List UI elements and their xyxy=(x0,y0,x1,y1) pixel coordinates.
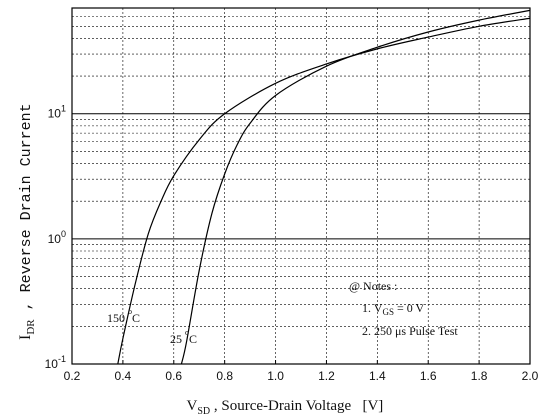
notes-box: @ Notes : 1. VGS = 0 V 2. 250 μs Pulse T… xyxy=(349,279,458,338)
series-label-150c-degree: o xyxy=(128,307,132,316)
x-axis-label-sub: SD xyxy=(197,406,210,417)
x-tick-label: 0.2 xyxy=(64,369,81,383)
y-tick-base: 10 xyxy=(45,357,59,371)
x-tick-label: 1.0 xyxy=(267,369,284,383)
x-tick-label: 0.8 xyxy=(216,369,233,383)
x-tick-label: 1.2 xyxy=(318,369,335,383)
notes-line-1-prefix: 1. V xyxy=(362,301,383,315)
curves xyxy=(117,9,531,365)
x-tick-label: 1.6 xyxy=(420,369,437,383)
series-line-150c xyxy=(117,17,531,365)
series-label-25c-unit: C xyxy=(189,332,197,346)
y-tick-exponent: -1 xyxy=(58,354,66,364)
series-line-25c xyxy=(180,9,531,365)
series-label-25c: 25 oC xyxy=(170,328,197,346)
notes-line-2: 2. 250 μs Pulse Test xyxy=(362,324,458,338)
series-label-150c: 150 oC xyxy=(107,307,140,325)
x-tick-label: 0.6 xyxy=(165,369,182,383)
x-tick-label: 1.8 xyxy=(471,369,488,383)
series-label-150c-value: 150 xyxy=(107,311,125,325)
y-tick-exponent: 0 xyxy=(61,229,66,239)
plot-frame xyxy=(71,7,531,365)
y-tick-label: 101 xyxy=(48,104,66,121)
x-tick-label: 0.4 xyxy=(115,369,132,383)
x-tick-label: 1.4 xyxy=(369,369,386,383)
y-axis-label: IDR , Reverse Drain Current xyxy=(17,103,37,340)
y-axis-label-rest: , Reverse Drain Current xyxy=(18,103,35,319)
notes-line-1: 1. VGS = 0 V xyxy=(362,301,425,317)
y-tick-label: 10-1 xyxy=(45,354,66,371)
notes-title: @ Notes : xyxy=(349,279,397,293)
x-tick-label: 2.0 xyxy=(522,369,539,383)
x-axis-label-main: V xyxy=(186,398,197,414)
series-label-25c-degree: o xyxy=(185,328,189,337)
y-axis-label-sub: DR xyxy=(25,319,37,335)
series-label-150c-unit: C xyxy=(132,311,140,325)
grid xyxy=(72,8,530,364)
y-axis-label-main: I xyxy=(17,335,34,340)
x-axis-label-rest: , Source-Drain Voltage [V] xyxy=(210,398,383,414)
y-tick-label: 100 xyxy=(48,229,66,246)
y-tick-exponent: 1 xyxy=(61,104,66,114)
y-tick-base: 10 xyxy=(48,107,62,121)
x-axis-label: VSD , Source-Drain Voltage [V] xyxy=(168,398,395,417)
notes-line-1-suffix: = 0 V xyxy=(394,301,425,315)
notes-line-1-sub: GS xyxy=(382,307,394,317)
y-tick-base: 10 xyxy=(48,232,62,246)
series-label-25c-value: 25 xyxy=(170,332,182,346)
